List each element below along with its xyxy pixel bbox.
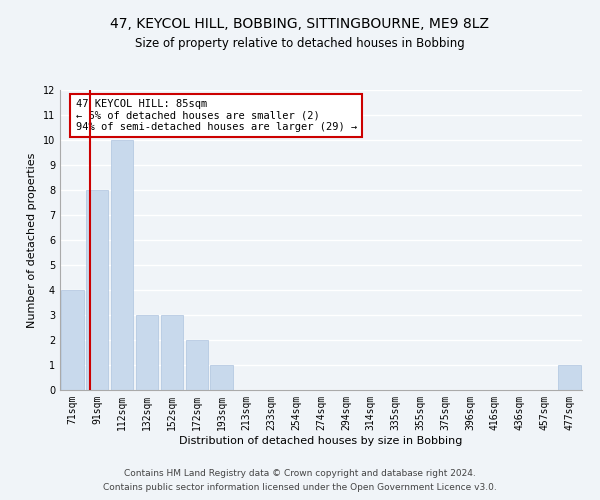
Bar — [185, 340, 208, 390]
Bar — [211, 365, 233, 390]
X-axis label: Distribution of detached houses by size in Bobbing: Distribution of detached houses by size … — [179, 436, 463, 446]
Bar — [61, 290, 83, 390]
Text: Contains HM Land Registry data © Crown copyright and database right 2024.: Contains HM Land Registry data © Crown c… — [124, 468, 476, 477]
Text: 47 KEYCOL HILL: 85sqm
← 6% of detached houses are smaller (2)
94% of semi-detach: 47 KEYCOL HILL: 85sqm ← 6% of detached h… — [76, 99, 357, 132]
Text: Size of property relative to detached houses in Bobbing: Size of property relative to detached ho… — [135, 38, 465, 51]
Y-axis label: Number of detached properties: Number of detached properties — [27, 152, 37, 328]
Bar — [86, 190, 109, 390]
Bar — [161, 315, 183, 390]
Bar — [136, 315, 158, 390]
Bar — [559, 365, 581, 390]
Bar — [111, 140, 133, 390]
Text: Contains public sector information licensed under the Open Government Licence v3: Contains public sector information licen… — [103, 484, 497, 492]
Text: 47, KEYCOL HILL, BOBBING, SITTINGBOURNE, ME9 8LZ: 47, KEYCOL HILL, BOBBING, SITTINGBOURNE,… — [110, 18, 490, 32]
